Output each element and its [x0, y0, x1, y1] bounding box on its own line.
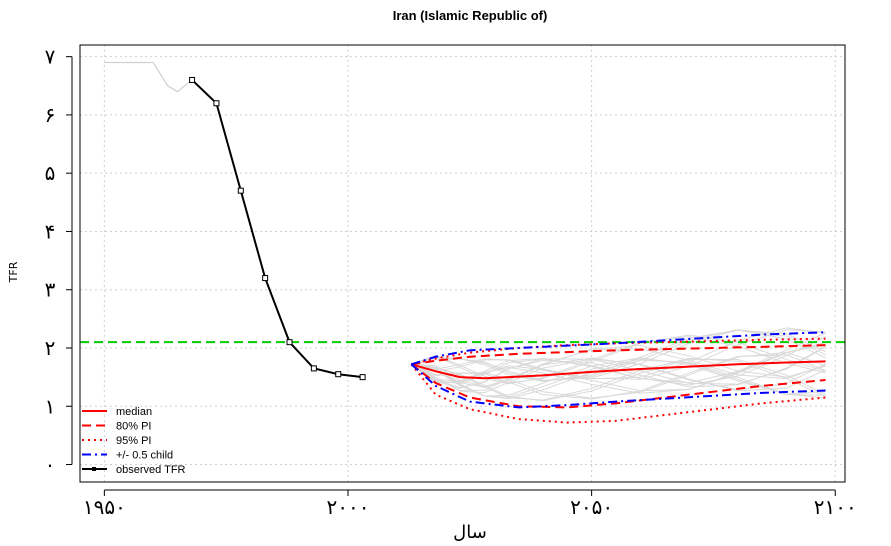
- median-line: [411, 360, 826, 380]
- observed-tfr-point: [262, 275, 269, 282]
- 0-5-child-lower-line: [410, 363, 826, 409]
- legend: median 80% PI 95% PI +/- 0.5 child observed …: [82, 406, 186, 476]
- trajectory-line: [411, 359, 826, 400]
- observed-tfr-point: [189, 76, 196, 83]
- legend-item: observed TFR: [82, 464, 186, 476]
- legend-item: median: [82, 406, 152, 418]
- observed-tfr-point: [237, 187, 244, 194]
- legend-item: 95% PI: [82, 435, 151, 447]
- observed-tfr-point: [213, 100, 220, 107]
- 80-pi-lower-line: [410, 363, 826, 409]
- x-tick-label: ۲۰۰۰: [327, 495, 370, 519]
- observed-tfr-point: [359, 374, 366, 381]
- x-axis: ۱۹۵۰ ۲۰۰۰ ۲۰۵۰ ۲۱۰۰: [83, 489, 857, 519]
- trajectory-line: [411, 351, 826, 399]
- series-layer: [80, 76, 845, 424]
- y-axis: ۰ ۱ ۲ ۳ ۴ ۵ ۶ ۷: [45, 45, 73, 477]
- trajectory-lines: [104, 61, 826, 402]
- trajectory-line: [411, 336, 826, 386]
- y-tick-label: ۴: [45, 219, 56, 243]
- observed-tfr-point: [335, 371, 342, 378]
- plot-frame: [79, 44, 846, 483]
- trajectory-line: [411, 336, 826, 385]
- 95-pi-lower-line: [410, 363, 826, 424]
- trajectory-line: [411, 332, 826, 384]
- observed-tfr-line: [191, 79, 363, 379]
- legend-marker: [92, 467, 96, 471]
- x-axis-label: سال: [453, 522, 487, 543]
- y-tick-label: ۳: [45, 278, 56, 302]
- legend-item: 80% PI: [82, 421, 151, 433]
- trajectory-line: [411, 346, 826, 389]
- legend-label: median: [116, 406, 152, 418]
- trajectory-line: [411, 344, 826, 387]
- y-tick-label: ۰: [45, 453, 56, 477]
- historical-estimate-line: [104, 61, 193, 93]
- x-tick-label: ۲۰۵۰: [570, 495, 613, 519]
- 95-pi-upper-line: [411, 337, 826, 366]
- chart-title: Iran (Islamic Republic of): [393, 8, 548, 23]
- y-axis-label: TFR: [7, 261, 20, 283]
- 80-pi-upper-line: [411, 344, 826, 366]
- y-tick-label: ۱: [45, 394, 56, 418]
- legend-label: +/- 0.5 child: [116, 450, 173, 462]
- y-tick-label: ۶: [45, 103, 56, 127]
- trajectory-line: [411, 358, 826, 394]
- 0-5-child-upper-line: [411, 331, 826, 366]
- trajectory-line: [411, 341, 826, 392]
- y-tick-label: ۵: [45, 161, 56, 185]
- grid: [80, 45, 845, 482]
- legend-label: 95% PI: [116, 435, 151, 447]
- observed-tfr-point: [310, 365, 317, 372]
- y-tick-label: ۲: [45, 336, 56, 360]
- legend-item: +/- 0.5 child: [82, 450, 173, 462]
- y-tick-label: ۷: [45, 45, 56, 69]
- legend-label: 80% PI: [116, 421, 151, 433]
- legend-label: observed TFR: [116, 464, 186, 476]
- x-tick-label: ۱۹۵۰: [83, 495, 126, 519]
- trajectory-line: [411, 334, 826, 384]
- observed-tfr-point: [286, 339, 293, 346]
- x-tick-label: ۲۱۰۰: [814, 495, 857, 519]
